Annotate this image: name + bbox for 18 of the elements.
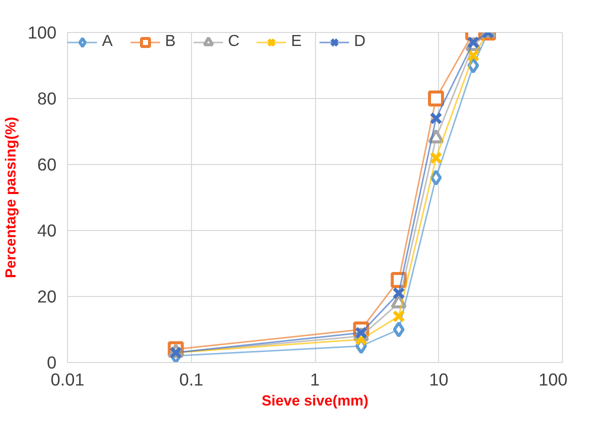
- y-tick-label: 60: [37, 154, 57, 174]
- x-tick-label: 100: [538, 370, 568, 390]
- x-tick-label: 0.01: [50, 370, 84, 390]
- y-axis-title: Percentage passing(%): [4, 116, 20, 278]
- x-tick-label: 0.1: [179, 370, 204, 390]
- y-tick-label: 80: [37, 88, 57, 108]
- x-tick-label: 10: [429, 370, 448, 390]
- y-tick-label: 0: [46, 352, 57, 372]
- x-axis-title: Sieve sive(mm): [262, 394, 368, 410]
- legend-label: B: [165, 33, 177, 51]
- x-tick-label: 1: [310, 370, 320, 390]
- legend-label: A: [102, 33, 114, 51]
- y-tick-label: 100: [28, 22, 57, 42]
- y-tick-label: 40: [37, 220, 57, 240]
- legend-label: D: [354, 33, 367, 51]
- y-tick-label: 20: [37, 286, 57, 306]
- legend-label: E: [291, 33, 303, 51]
- legend-label: C: [228, 33, 241, 51]
